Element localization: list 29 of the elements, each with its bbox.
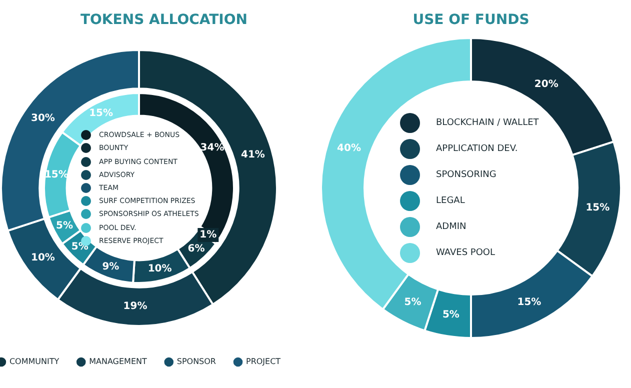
legend-label: MANAGEMENT — [89, 357, 147, 366]
chart-title: TOKENS ALLOCATION — [79, 12, 248, 28]
data-label: 15% — [586, 202, 610, 214]
legend-label: COMMUNITY — [9, 357, 60, 366]
data-label: 10% — [31, 252, 55, 264]
data-label: 40% — [337, 142, 361, 154]
legend-label: SPONSORING — [436, 170, 496, 180]
data-label: 5% — [56, 220, 74, 232]
data-label: 10% — [148, 264, 172, 275]
chart-title: USE OF FUNDS — [412, 12, 530, 28]
legend-label: APPLICATION DEV. — [436, 144, 518, 154]
legend-label: PROJECT — [246, 357, 281, 366]
data-label: 5% — [404, 296, 422, 308]
data-label: 30% — [31, 112, 55, 124]
data-label: 15% — [517, 296, 542, 308]
data-label: 19% — [123, 301, 148, 312]
data-label: 5% — [442, 309, 460, 320]
data-label: 6% — [188, 244, 205, 255]
data-label: 9% — [102, 261, 120, 272]
legend-label: LEGAL — [436, 196, 465, 206]
data-label: 34% — [200, 142, 224, 154]
data-label: 20% — [534, 78, 558, 90]
data-label: 1% — [200, 230, 217, 241]
data-label: 15% — [89, 108, 114, 120]
data-label: 41% — [241, 149, 265, 160]
legend-label: WAVES POOL — [436, 248, 496, 258]
legend-label: SPONSOR — [176, 357, 216, 366]
legend-label: ADMIN — [436, 222, 466, 232]
legend-label: BLOCKCHAIN / WALLET — [436, 118, 539, 128]
